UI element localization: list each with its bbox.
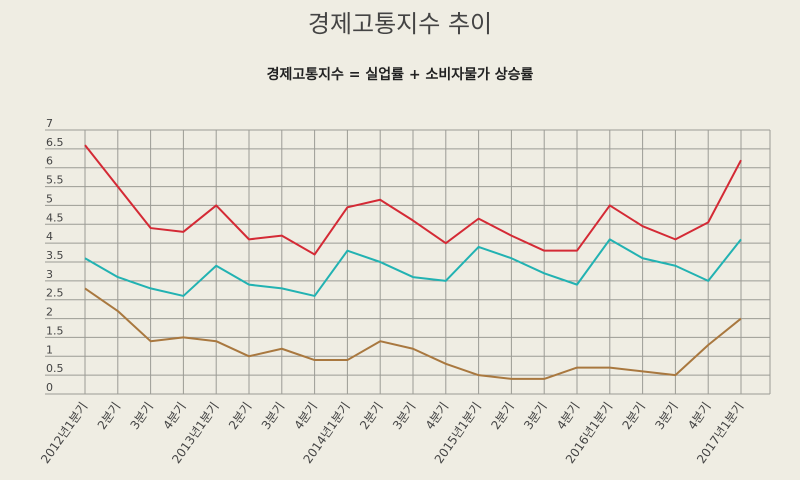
y-tick-label: 2.5 <box>46 287 64 300</box>
y-tick-label: 3 <box>46 268 53 281</box>
x-tick-label: 4분기 <box>160 400 189 432</box>
y-tick-label: 1.5 <box>46 324 64 337</box>
y-tick-label: 5 <box>46 192 53 205</box>
series-line-3 <box>84 287 742 380</box>
series-line-2 <box>84 238 742 297</box>
x-tick-label: 3분기 <box>652 400 681 432</box>
y-tick-label: 0.5 <box>46 362 64 375</box>
y-tick-label: 3.5 <box>46 249 64 262</box>
x-tick-label: 2분기 <box>95 400 124 432</box>
x-tick-label: 2분기 <box>357 400 386 432</box>
y-axis-labels: 0 0.5 1 1.5 2 2.5 3 3.5 4 4.5 5 5.5 6 6.5 7 <box>46 117 64 394</box>
x-tick-label: 2012년1분기 <box>38 400 90 466</box>
y-tick-label: 6.5 <box>46 136 64 149</box>
chart-title: 경제고통지수 추이 <box>307 10 493 38</box>
x-tick-label: 3분기 <box>390 400 419 432</box>
x-tick-label: 2분기 <box>488 400 517 432</box>
x-tick-label: 3분기 <box>259 400 288 432</box>
x-tick-label: 4분기 <box>554 400 583 432</box>
x-tick-label: 4분기 <box>423 400 452 432</box>
x-tick-label: 3분기 <box>521 400 550 432</box>
x-tick-label: 4분기 <box>292 400 321 432</box>
y-tick-label: 1 <box>46 343 53 356</box>
x-tick-label: 2분기 <box>620 400 649 432</box>
chart-grid <box>45 129 771 395</box>
x-tick-label: 3분기 <box>128 400 157 432</box>
chart-subtitle: 경제고통지수 = 실업률 + 소비자물가 상승률 <box>266 67 534 83</box>
series-line-1 <box>84 144 742 256</box>
y-tick-label: 7 <box>46 117 53 130</box>
y-tick-label: 5.5 <box>46 174 64 187</box>
y-tick-label: 4.5 <box>46 211 64 224</box>
y-tick-label: 6 <box>46 155 53 168</box>
y-tick-label: 2 <box>46 306 53 319</box>
y-tick-label: 0 <box>46 381 53 394</box>
x-tick-label: 2분기 <box>226 400 255 432</box>
x-tick-label: 4분기 <box>685 400 714 432</box>
series-lines <box>84 144 742 380</box>
y-tick-label: 4 <box>46 230 53 243</box>
